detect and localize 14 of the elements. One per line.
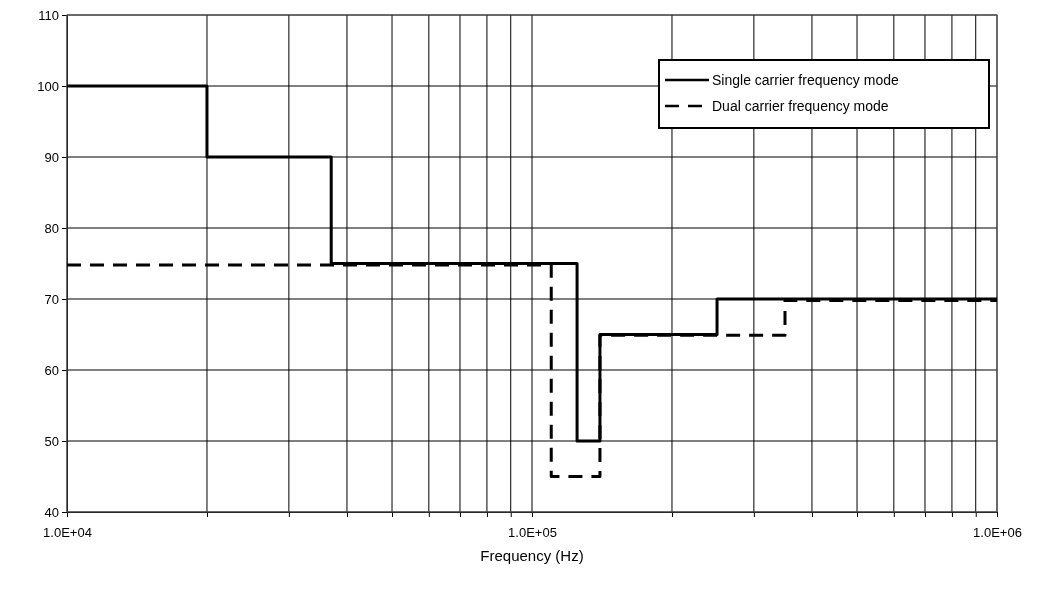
legend-label: Dual carrier frequency mode (712, 98, 889, 114)
legend-label: Single carrier frequency mode (712, 72, 899, 88)
y-tick-label: 100 (37, 78, 59, 94)
y-tick-label: 50 (44, 433, 59, 449)
y-tick-label: 60 (44, 362, 59, 378)
y-tick-label: 70 (44, 291, 59, 307)
x-tick-label: 1.0E+05 (508, 524, 557, 540)
y-tick-label: 40 (44, 504, 59, 520)
y-tick-label: 110 (38, 7, 59, 23)
x-axis-title: Frequency (Hz) (480, 547, 584, 564)
x-tick-label: 1.0E+04 (43, 524, 92, 540)
y-tick-label: 80 (44, 220, 59, 236)
y-tick-label: 90 (44, 149, 59, 165)
x-tick-label: 1.0E+06 (973, 524, 1022, 540)
